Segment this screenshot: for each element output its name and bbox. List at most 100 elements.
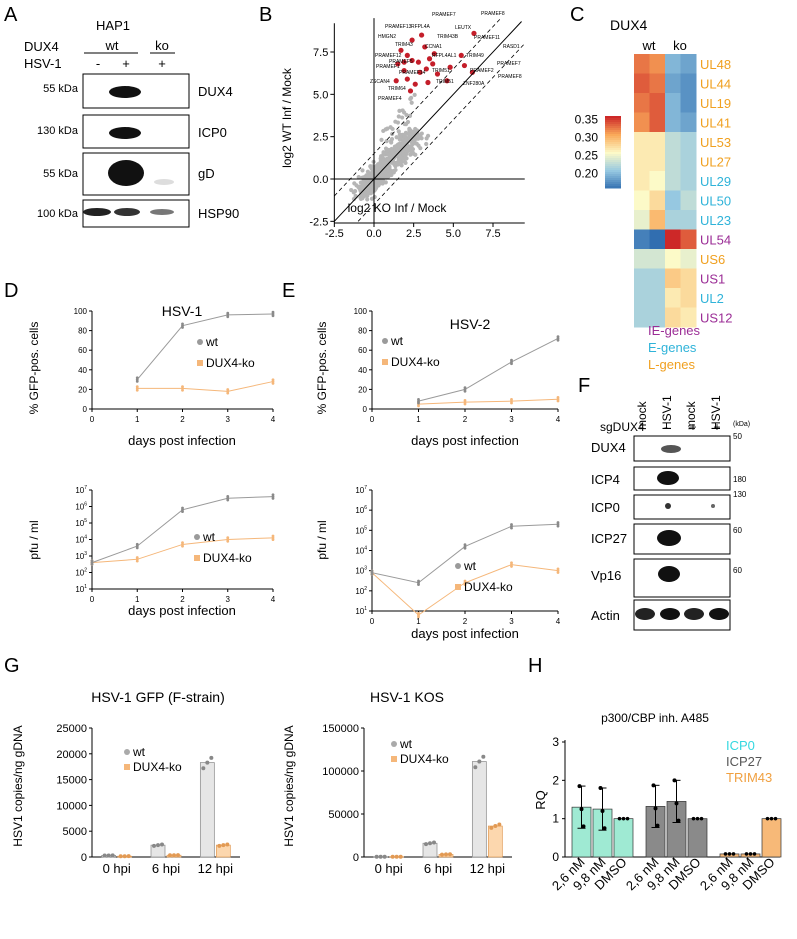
b-gene-label: ZSCAN4	[370, 79, 390, 85]
f-sg-label: sgDUX4	[600, 420, 645, 434]
heat-cell	[650, 132, 666, 152]
bar-wt	[200, 763, 214, 857]
xtick-label: 4	[556, 415, 561, 424]
heat-cell	[681, 171, 697, 191]
gene-label-ul48: UL48	[700, 57, 731, 72]
a-marker-4: 100 kDa	[37, 208, 79, 220]
bar-dux4-ko-point	[225, 843, 229, 847]
b-point	[397, 129, 401, 133]
b-xtick-label: 7.5	[485, 228, 500, 240]
h-point	[774, 817, 778, 821]
h-point	[603, 826, 607, 830]
g-right-title: HSV-1 KOS	[370, 689, 444, 705]
point-dux4-ko	[226, 392, 229, 395]
gene-label-ul23: UL23	[700, 213, 731, 228]
point-wt	[136, 380, 139, 383]
bar-wt-point	[481, 755, 485, 759]
b-ytick-label: -2.5	[309, 216, 328, 228]
ytick-label: 60	[358, 346, 367, 355]
heat-cell	[634, 191, 650, 211]
heat-cell	[650, 249, 666, 269]
h-bar-icp27	[688, 819, 707, 857]
b-ytick-label: 7.5	[313, 47, 328, 59]
ytick-label: 20	[358, 385, 367, 394]
b-gene-label: TRIM51	[432, 68, 450, 74]
heat-cell	[650, 191, 666, 211]
ytick-label: 103	[355, 566, 367, 576]
f-sg-1: -	[640, 420, 644, 434]
heat-cell	[650, 210, 666, 230]
b-ytick-label: 5.0	[313, 89, 328, 101]
point-dux4-ko	[557, 400, 560, 403]
a-wt-label: wt	[105, 38, 119, 53]
ytick-label: 25000	[56, 723, 87, 735]
bar-wt-point	[477, 760, 481, 764]
b-gene-label: PRAMEF14	[399, 70, 426, 76]
b-point	[384, 127, 388, 131]
f-marker-2: 180	[733, 475, 747, 484]
heat-cell	[665, 152, 681, 172]
b-highlight-point	[425, 80, 430, 85]
ytick-label: 80	[358, 327, 367, 336]
panel-letter-f: F	[578, 375, 590, 397]
b-point	[416, 137, 420, 141]
a-marker-1: 55 kDa	[43, 83, 79, 95]
bar-wt-point	[432, 841, 436, 845]
bar-dux4-ko-point	[172, 853, 176, 857]
b-highlight-point	[405, 53, 410, 58]
c-col-ko: ko	[673, 38, 687, 53]
ytick-label: 101	[75, 584, 87, 594]
xtick-label: 4	[556, 617, 561, 626]
e-top-ylabel: % GFP-pos. cells	[315, 322, 329, 415]
point-wt	[91, 563, 94, 566]
ytick-label: 102	[75, 568, 87, 578]
ytick-label: 107	[75, 485, 87, 495]
heat-cell	[650, 230, 666, 250]
b-point	[378, 181, 382, 185]
panel-letter-d: D	[4, 280, 18, 302]
h-point	[652, 783, 656, 787]
b-point	[424, 142, 428, 146]
legend-dux4-ko: DUX4-ko	[133, 760, 182, 774]
series-line-dux4-ko	[419, 399, 559, 404]
h-point	[728, 852, 732, 856]
b-highlight-point	[394, 78, 399, 83]
point-dux4-ko	[181, 389, 184, 392]
bar-wt-point	[428, 841, 432, 845]
bar-wt-point	[379, 855, 383, 859]
ytick-label: 0	[83, 405, 88, 414]
b-point	[402, 110, 406, 114]
xtick-label: 0	[90, 415, 95, 424]
b-gene-label: RASD1	[503, 44, 520, 50]
b-point	[385, 139, 389, 143]
heat-cell	[634, 171, 650, 191]
gene-label-us6: US6	[700, 252, 725, 267]
h-point	[582, 824, 586, 828]
c-col-wt: wt	[642, 38, 656, 53]
a-band-label-gd: gD	[198, 166, 215, 181]
h-point	[654, 806, 658, 810]
heat-cell	[650, 152, 666, 172]
heat-cell	[650, 54, 666, 74]
bar-dux4-ko-point	[123, 854, 127, 858]
b-point	[384, 180, 388, 184]
b-highlight-point	[405, 76, 410, 81]
b-point	[374, 164, 378, 168]
a-band-gd	[108, 160, 144, 186]
heat-cell	[665, 132, 681, 152]
legend-marker-wt	[391, 741, 397, 747]
panel-f-western: mock HSV-1 mock HSV-1 sgDUX4 - - + + (kD…	[591, 395, 750, 630]
a-band-dux4	[109, 86, 141, 98]
h-point	[675, 801, 679, 805]
series-line-dux4-ko	[137, 382, 273, 392]
d-bot-ylabel: pfu / ml	[27, 520, 41, 559]
legend-wt: wt	[202, 530, 216, 544]
bar-dux4-ko	[488, 826, 502, 857]
b-xtick-label: 2.5	[406, 228, 421, 240]
a-marker-2: 130 kDa	[37, 125, 79, 137]
point-wt	[136, 547, 139, 550]
legend-dux4-ko: DUX4-ko	[203, 551, 252, 565]
point-wt	[417, 402, 420, 405]
